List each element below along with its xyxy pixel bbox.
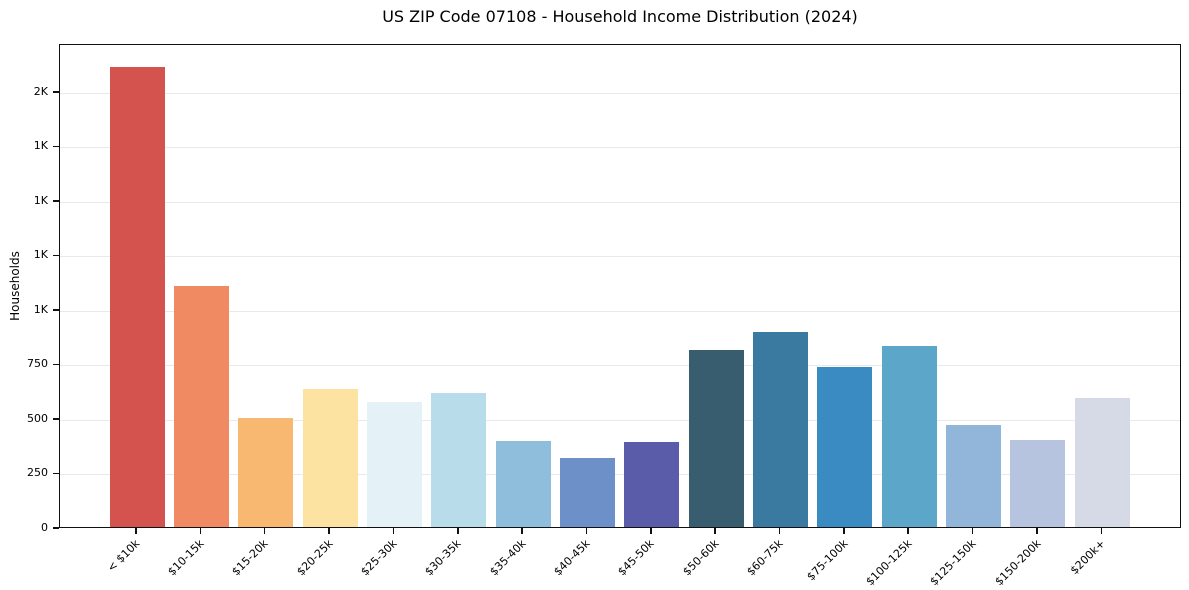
x-tick-mark [971,528,974,534]
bar [302,388,358,527]
y-tick-mark [53,309,59,311]
bar [366,401,422,527]
x-tick-mark [521,528,523,534]
y-tick-mark [53,527,59,529]
bar [753,331,808,527]
x-tick-mark [907,528,909,534]
y-tick-label: 2K [33,84,48,98]
y-tick-mark [53,91,59,93]
x-tick-mark [843,528,845,534]
y-tick-label: 0 [41,521,48,534]
y-tick-mark [53,418,59,420]
bar [624,441,680,527]
gridline [60,256,1180,258]
x-tick-mark [650,528,652,534]
y-tick-label: 500 [27,411,48,425]
chart-title: US ZIP Code 07108 - Household Income Dis… [382,7,858,26]
gridline [60,147,1180,149]
x-tick-mark [585,528,588,534]
y-tick-label: 250 [27,466,48,480]
plot-area [59,44,1181,528]
y-tick-mark [53,145,59,148]
y-tick-label: 1K [33,248,48,262]
gridline [60,92,1180,94]
x-tick-mark [263,528,266,534]
bar [238,418,294,527]
x-tick-mark [714,528,716,534]
x-tick-mark [457,528,459,534]
bar [1074,398,1130,527]
gridline [60,365,1180,367]
y-tick-mark [53,363,59,366]
x-tick-mark [328,528,330,534]
x-tick-mark [199,528,202,534]
y-tick-label: 1K [33,139,48,153]
bar [881,346,937,527]
bar [688,350,744,527]
bar [173,286,229,527]
bar [495,440,551,527]
gridline [60,474,1180,476]
bar [946,424,1002,527]
gridline [60,201,1180,203]
y-tick-label: 1K [33,193,48,207]
y-tick-mark [53,472,59,475]
x-tick-mark [1036,528,1038,534]
bar [817,366,873,527]
x-tick-mark [778,528,781,534]
gridline [60,310,1180,312]
y-tick-mark [53,200,59,202]
gridline [60,419,1180,421]
bar [1010,439,1066,527]
bar [109,66,165,527]
bar [559,458,615,527]
y-tick-label: 750 [27,357,48,371]
x-tick-mark [135,528,137,534]
bar [431,392,487,527]
x-tick-mark [1100,528,1102,534]
x-tick-mark [392,528,395,534]
y-tick-mark [53,254,59,257]
y-tick-label: 1K [33,302,48,316]
